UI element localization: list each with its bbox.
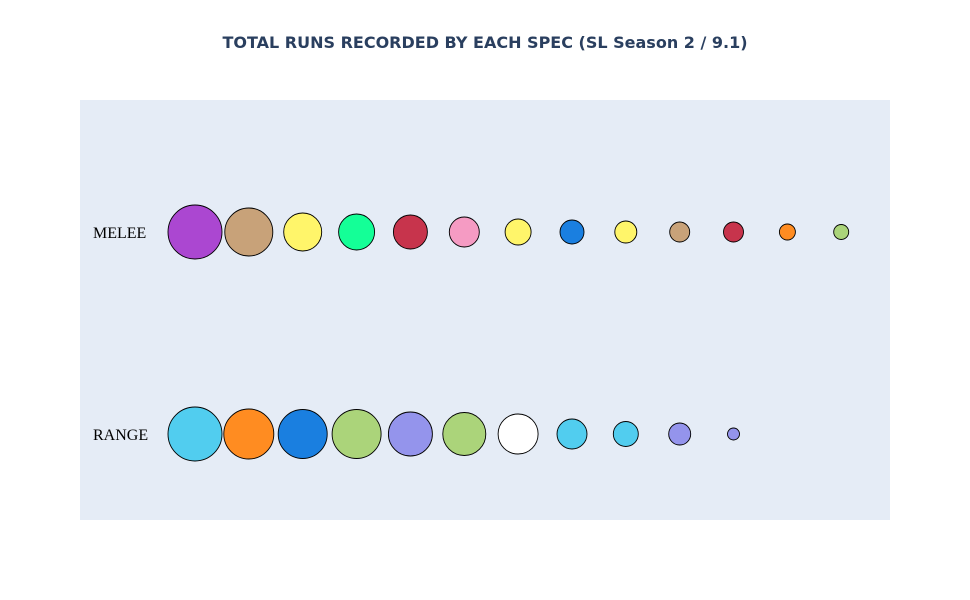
bubble-range-4[interactable] bbox=[331, 409, 382, 459]
y-tick-label-range: RANGE bbox=[93, 427, 148, 444]
bubble-range-1[interactable] bbox=[167, 406, 223, 462]
bubble-range-6[interactable] bbox=[442, 412, 487, 456]
bubble-range-5[interactable] bbox=[387, 411, 433, 457]
bubble-melee-7[interactable] bbox=[504, 218, 532, 246]
bubble-range-8[interactable] bbox=[556, 418, 588, 450]
bubble-melee-2[interactable] bbox=[224, 207, 274, 257]
y-tick-label-melee: MELEE bbox=[93, 225, 146, 242]
bubble-melee-12[interactable] bbox=[778, 223, 796, 241]
bubble-range-10[interactable] bbox=[668, 422, 692, 446]
bubble-range-7[interactable] bbox=[497, 413, 539, 455]
bubble-melee-11[interactable] bbox=[723, 221, 744, 243]
bubble-melee-1[interactable] bbox=[167, 204, 223, 260]
bubble-range-11[interactable] bbox=[727, 427, 740, 441]
bubble-melee-10[interactable] bbox=[669, 221, 691, 243]
bubble-range-9[interactable] bbox=[612, 421, 639, 447]
bubble-melee-8[interactable] bbox=[559, 219, 585, 245]
bubble-melee-13[interactable] bbox=[833, 224, 850, 240]
chart-title: TOTAL RUNS RECORDED BY EACH SPEC (SL Sea… bbox=[222, 33, 748, 52]
bubble-melee-6[interactable] bbox=[448, 216, 480, 248]
bubble-range-3[interactable] bbox=[277, 409, 328, 459]
bubble-range-2[interactable] bbox=[223, 408, 275, 460]
bubble-melee-3[interactable] bbox=[283, 212, 323, 252]
bubble-melee-5[interactable] bbox=[392, 214, 428, 250]
bubble-melee-9[interactable] bbox=[614, 220, 638, 244]
bubble-melee-4[interactable] bbox=[338, 213, 376, 251]
